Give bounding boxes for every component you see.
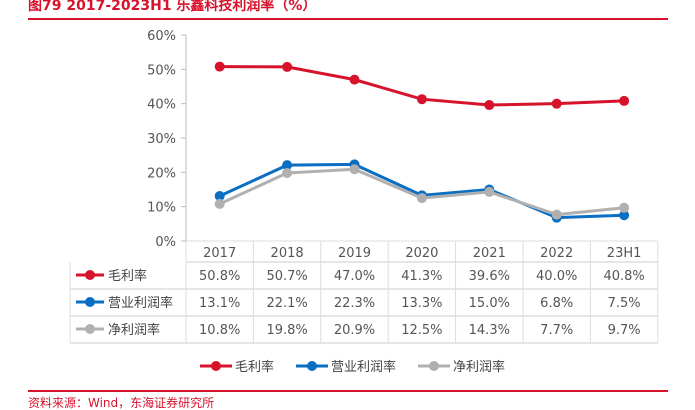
- data-point: [551, 209, 562, 220]
- x-tick-label: 2020: [405, 246, 438, 261]
- data-point: [214, 198, 225, 209]
- table-cell: 19.8%: [266, 323, 307, 338]
- data-point: [214, 191, 225, 202]
- footer-divider: [28, 390, 668, 392]
- y-tick-label: 50%: [147, 63, 176, 78]
- legend-label: 营业利润率: [331, 359, 396, 375]
- data-point: [484, 100, 495, 111]
- data-point: [349, 74, 360, 85]
- data-point: [349, 164, 360, 175]
- table-cell: 13.3%: [401, 296, 442, 311]
- table-series-label: 净利润率: [108, 322, 160, 338]
- table-cell: 10.8%: [199, 323, 240, 338]
- data-point: [416, 193, 427, 204]
- table-cell: 50.7%: [266, 269, 307, 284]
- data-point: [214, 61, 225, 72]
- table-cell: 9.7%: [608, 323, 641, 338]
- data-point: [619, 95, 630, 106]
- x-tick-label: 2017: [203, 246, 236, 261]
- legend-label: 毛利率: [235, 359, 274, 375]
- y-tick-label: 0%: [155, 235, 176, 250]
- x-tick-label: 23H1: [607, 246, 642, 261]
- y-tick-label: 60%: [147, 29, 176, 44]
- legend-marker: [211, 361, 221, 371]
- table-series-label: 营业利润率: [108, 295, 173, 311]
- table-cell: 6.8%: [540, 296, 573, 311]
- table-cell: 41.3%: [401, 269, 442, 284]
- data-point: [619, 202, 630, 213]
- data-point: [619, 210, 630, 221]
- data-point: [551, 98, 562, 109]
- table-cell: 50.8%: [199, 269, 240, 284]
- y-tick-label: 40%: [147, 98, 176, 113]
- table-cell: 13.1%: [199, 296, 240, 311]
- table-cell: 14.3%: [469, 323, 510, 338]
- table-cell: 15.0%: [469, 296, 510, 311]
- table-cell: 20.9%: [334, 323, 375, 338]
- legend-marker: [307, 361, 317, 371]
- table-cell: 40.0%: [536, 269, 577, 284]
- table-cell: 39.6%: [469, 269, 510, 284]
- table-cell: 22.1%: [266, 296, 307, 311]
- data-point: [282, 168, 293, 179]
- table-legend-marker: [85, 270, 95, 280]
- data-point: [416, 94, 427, 105]
- x-tick-label: 2019: [338, 246, 371, 261]
- x-tick-label: 2018: [271, 246, 304, 261]
- table-cell: 7.5%: [608, 296, 641, 311]
- table-cell: 7.7%: [540, 323, 573, 338]
- table-legend-marker: [85, 324, 95, 334]
- data-point: [282, 160, 293, 171]
- title-divider: [28, 18, 668, 20]
- x-tick-label: 2022: [540, 246, 573, 261]
- table-legend-marker: [85, 297, 95, 307]
- table-cell: 22.3%: [334, 296, 375, 311]
- data-point: [484, 186, 495, 197]
- y-tick-label: 30%: [147, 132, 176, 147]
- chart-title: 图79 2017-2023H1 乐鑫科技利润率（%）: [28, 0, 317, 14]
- table-series-label: 毛利率: [108, 268, 147, 284]
- table-cell: 40.8%: [603, 269, 644, 284]
- legend-label: 净利润率: [453, 359, 505, 375]
- x-tick-label: 2021: [473, 246, 506, 261]
- y-tick-label: 10%: [147, 201, 176, 216]
- table-cell: 47.0%: [334, 269, 375, 284]
- legend-marker: [429, 361, 439, 371]
- table-cell: 12.5%: [401, 323, 442, 338]
- data-point: [282, 61, 293, 72]
- y-tick-label: 20%: [147, 166, 176, 181]
- source-note: 资料来源：Wind，东海证券研究所: [28, 396, 215, 410]
